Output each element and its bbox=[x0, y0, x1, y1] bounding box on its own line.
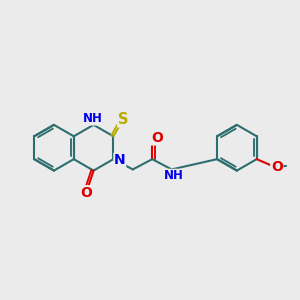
Text: NH: NH bbox=[164, 169, 183, 182]
Text: O: O bbox=[80, 186, 92, 200]
Text: N: N bbox=[114, 153, 126, 167]
Text: O: O bbox=[271, 160, 283, 174]
Text: S: S bbox=[118, 112, 128, 127]
Text: O: O bbox=[151, 131, 163, 145]
Text: NH: NH bbox=[82, 112, 102, 125]
